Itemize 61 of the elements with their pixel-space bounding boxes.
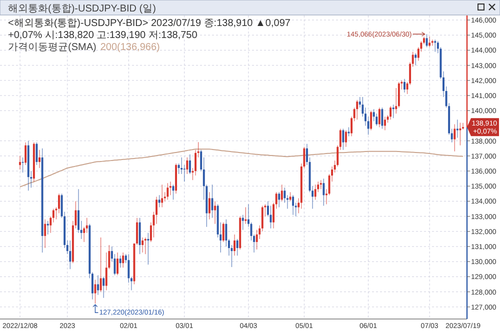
candlestick [36,142,38,166]
candlestick [242,214,244,230]
candlestick [222,222,224,242]
candlestick [456,119,458,138]
candlestick [376,113,378,126]
candlestick [147,232,150,265]
text: 200(136,966) [100,42,160,53]
candlestick [434,39,436,52]
candlestick [244,206,247,224]
candlestick [280,184,283,202]
candlestick [102,276,105,298]
candlestick [384,116,386,131]
candlestick [372,108,375,122]
candlestick [188,154,191,174]
candlestick [116,252,118,276]
chart-title: 해외통화(통합)-USDJPY-BID (일) [8,4,156,14]
candlestick [100,237,102,292]
candlestick [426,34,428,48]
candlestick [119,255,122,268]
candlestick [19,156,21,170]
candlestick [256,230,258,250]
text: <해외통화(통합)-USDJPY-BID> 2023/07/19 종:138,910 ▲0,097 +0,07% 시:138,820 고:139,190 저:138,750 [8,18,291,41]
candlestick [314,184,316,200]
candlestick [208,192,210,220]
candlestick [356,100,358,120]
candlestick [46,220,49,235]
candlestick [381,107,384,130]
candlestick [370,110,372,131]
candlestick [345,130,347,148]
candlestick [320,180,322,190]
candlestick [414,52,417,66]
candlestick [390,106,392,120]
candlestick [454,124,456,152]
candlestick [404,78,406,93]
line-series [20,148,464,188]
candlestick [278,192,280,208]
candlestick [236,238,238,256]
candlestick [24,142,27,166]
candlestick [292,194,294,216]
legend-title: 가격이동평균(SMA) [8,42,96,53]
candlestick [428,36,431,48]
candlestick [44,219,46,248]
candlestick [142,237,144,253]
candlestick [161,184,164,208]
candlestick [186,157,188,174]
candlestick [122,252,124,268]
candlestick [166,182,169,200]
candlestick [97,274,99,296]
candlestick [138,218,141,254]
candlestick [342,128,344,150]
candlestick [378,107,380,128]
candlestick [158,194,160,208]
candlestick [69,240,72,270]
candlestick [38,150,40,168]
candlestick [144,237,146,254]
candlestick [392,104,394,118]
candlestick [322,178,325,206]
candlestick [169,181,172,196]
candlestick [214,200,216,224]
candlestick [234,234,236,256]
candlestick [459,122,462,146]
